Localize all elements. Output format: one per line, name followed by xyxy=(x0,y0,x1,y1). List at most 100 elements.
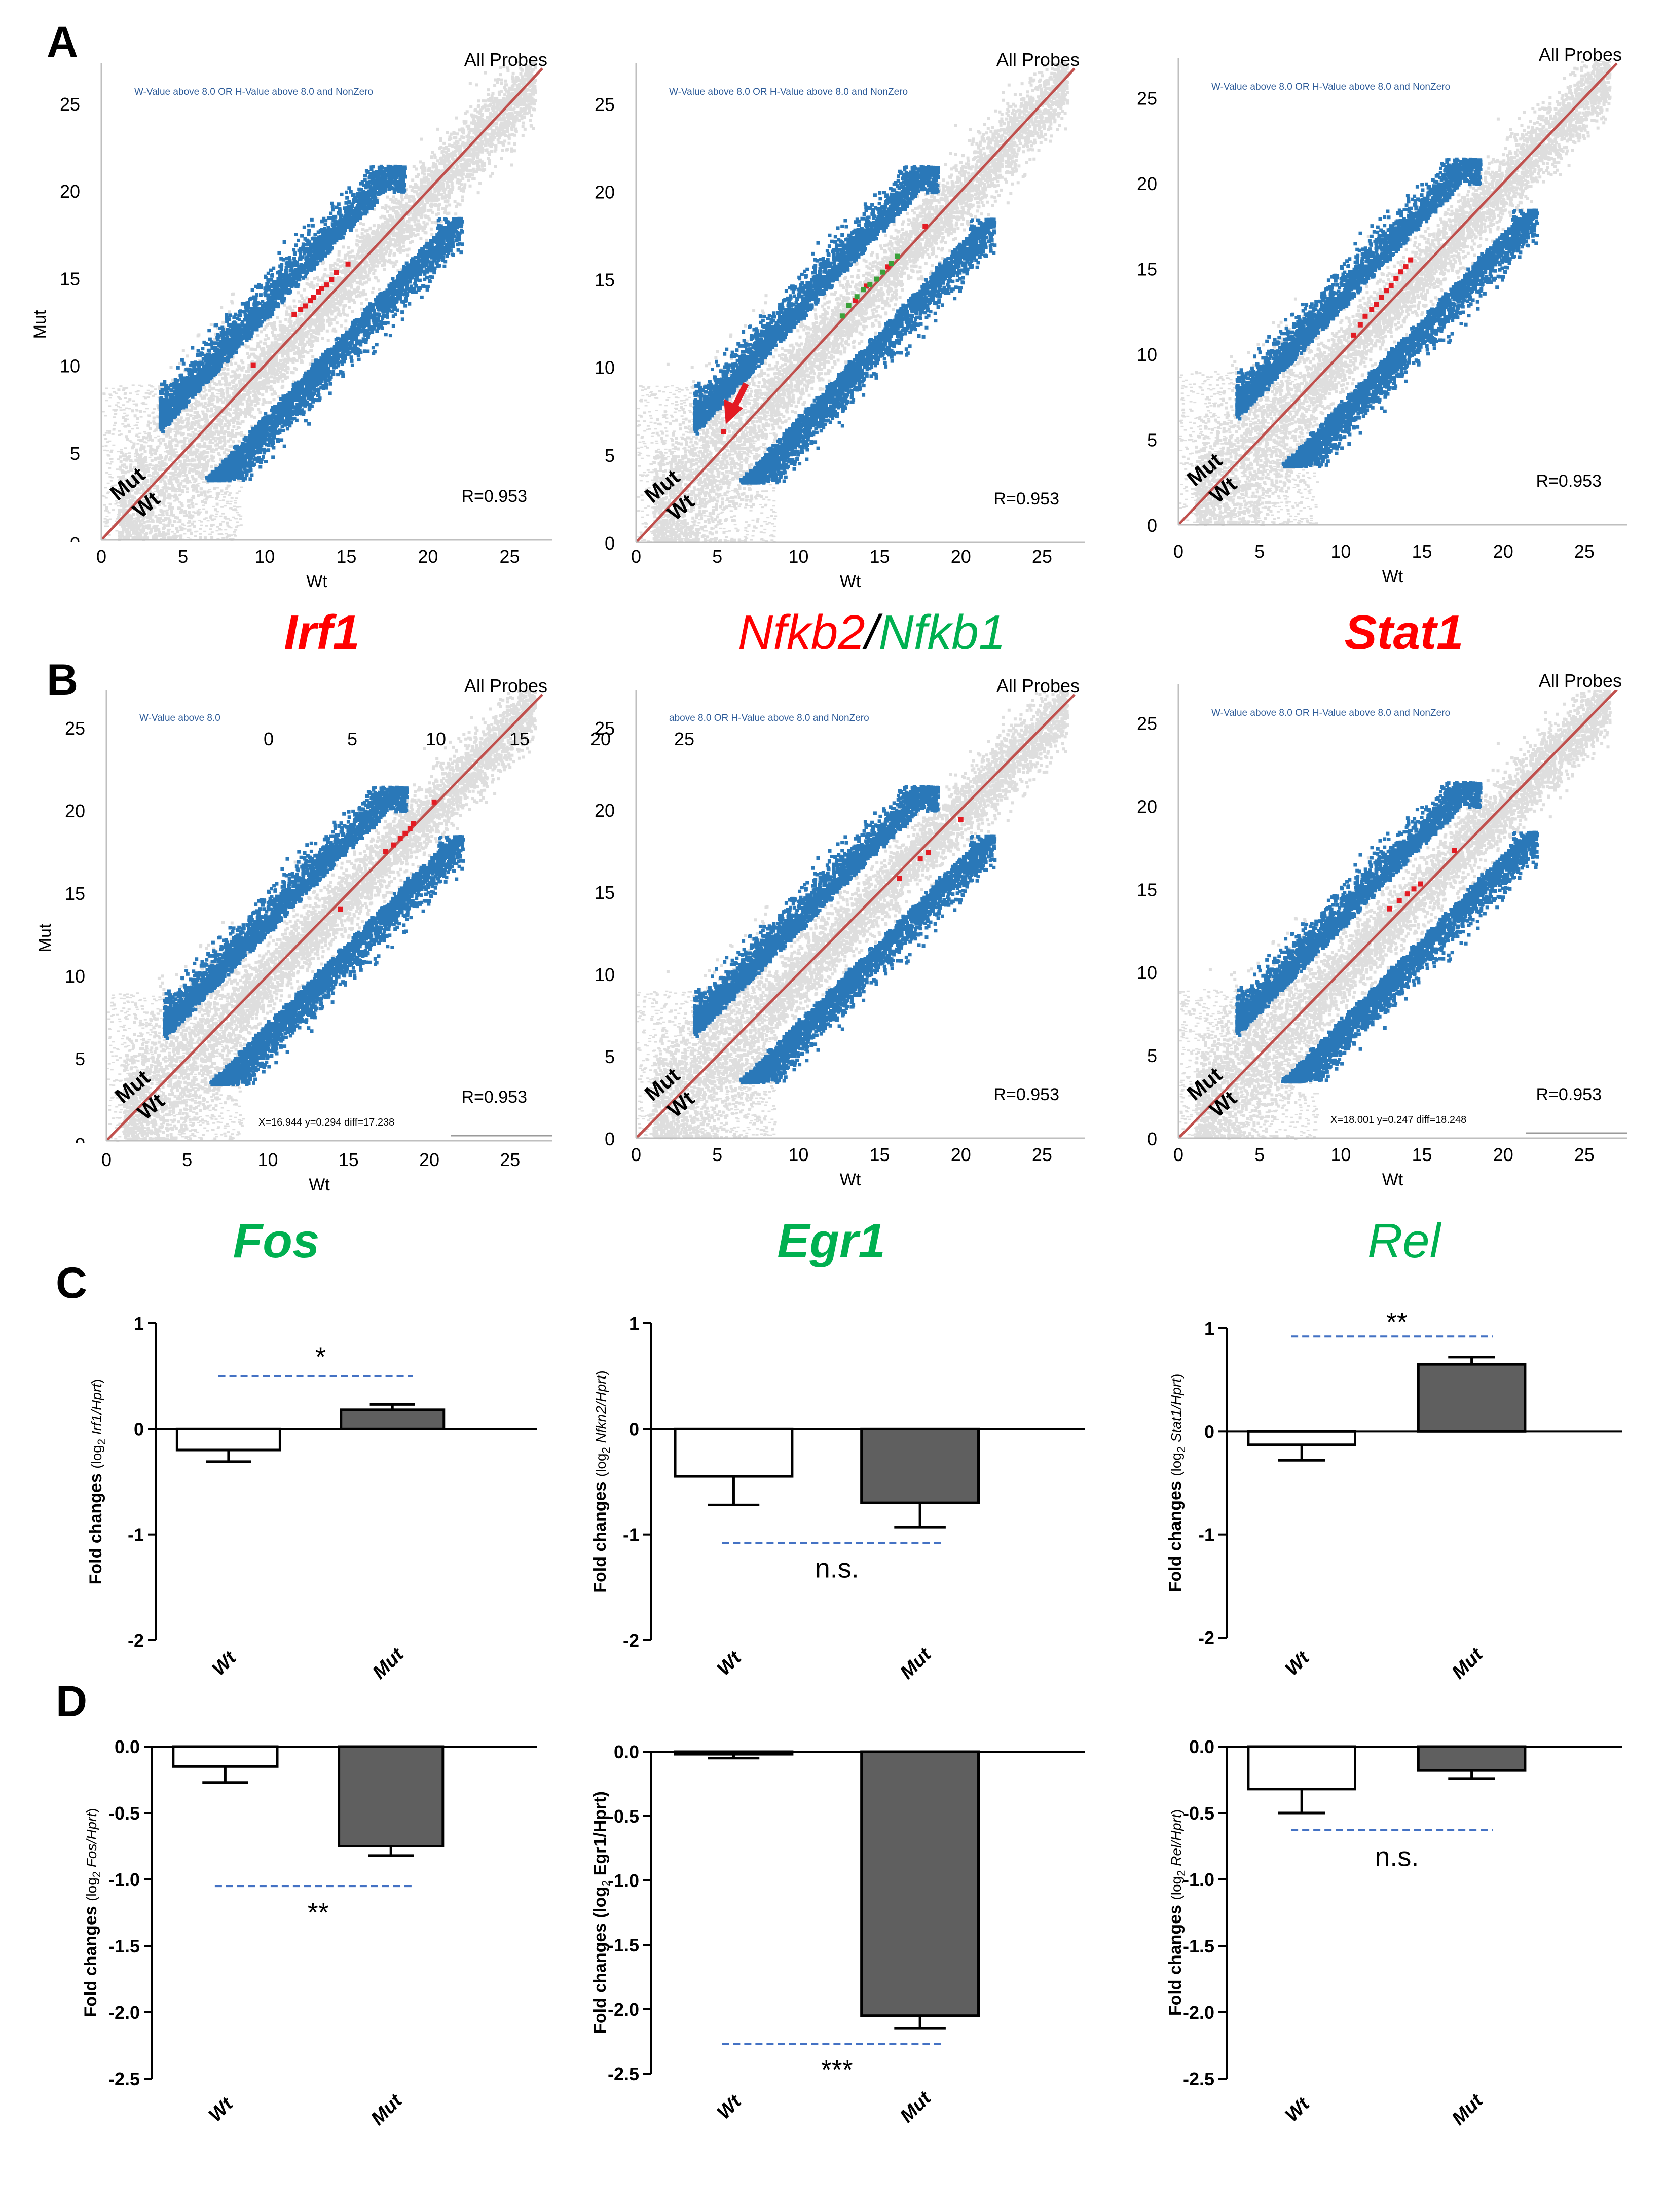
significance-label: ** xyxy=(308,1898,329,1928)
highlight-point xyxy=(1408,257,1414,263)
panel-label-c: C xyxy=(56,1259,87,1308)
x-tick-label: 25 xyxy=(1574,1144,1595,1165)
x-tick-label: 0 xyxy=(1173,1144,1183,1165)
secondary-highlight-point xyxy=(888,261,894,266)
y-tick-label: 25 xyxy=(595,718,615,739)
y-tick-label: -0.5 xyxy=(108,1803,140,1824)
y-tick-label: -1.0 xyxy=(108,1869,140,1890)
y-tick-label: 0 xyxy=(1147,1129,1157,1149)
y-tick-label: -2.5 xyxy=(1183,2069,1214,2089)
x-tick-label: 20 xyxy=(951,1144,971,1165)
bar-mut xyxy=(1417,1363,1527,1433)
highlight-point xyxy=(431,799,437,805)
scatter-plot-area xyxy=(1178,690,1618,1140)
y-tick-label: -1 xyxy=(1198,1525,1214,1545)
highlight-point xyxy=(1351,332,1356,338)
y-tick-label: 15 xyxy=(595,882,615,903)
y-tick-label: 5 xyxy=(70,443,80,464)
background-probe-points xyxy=(636,61,1069,542)
y-tick-label: -2 xyxy=(1198,1627,1214,1648)
y-axis-title-part: 2 xyxy=(600,1447,612,1453)
highlight-point xyxy=(303,303,308,309)
highlight-point xyxy=(298,307,304,312)
inset-tick-label: 25 xyxy=(674,729,694,749)
y-axis-title-part: (log xyxy=(89,1445,104,1469)
bar-mut xyxy=(338,1745,445,1847)
bar-wt xyxy=(674,1427,794,1478)
y-tick-label: 5 xyxy=(1147,1045,1157,1066)
highlight-point xyxy=(407,826,413,831)
r-value: R=0.953 xyxy=(462,487,528,506)
y-tick-label: -2.0 xyxy=(608,1999,639,2020)
x-tick-label: 15 xyxy=(336,546,356,567)
x-tick-label: 10 xyxy=(1330,1144,1351,1165)
y-tick-label: 1 xyxy=(1204,1318,1214,1339)
highlight-point xyxy=(324,282,329,288)
y-tick-label: 1 xyxy=(134,1313,144,1334)
secondary-highlight-point xyxy=(854,294,860,300)
secondary-highlight-point xyxy=(846,303,852,308)
background-probe-points xyxy=(1178,61,1612,526)
scatter-chart-a-0: 0 5 10 15 20 25 ᴖ 5 10 15 20 25 Wt Mut W-Value above 8… xyxy=(30,49,552,660)
y-tick-label: -1 xyxy=(128,1525,144,1545)
scatter-chart-a-2: 0 5 10 15 20 25 0 5 10 15 20 25 Wt W-Value above 8.0 … xyxy=(1137,44,1627,660)
y-tick-label: 10 xyxy=(1137,344,1157,365)
y-tick-label: 5 xyxy=(605,445,615,466)
r-value: R=0.953 xyxy=(1536,472,1602,491)
x-tick-label: 10 xyxy=(257,1149,278,1170)
significance-label: * xyxy=(315,1342,326,1372)
arrow-head xyxy=(724,398,743,424)
y-tick-label: 0 xyxy=(605,533,615,554)
gene-caption-part: Nfkb1 xyxy=(878,605,1006,660)
x-tick-label: 20 xyxy=(419,1149,439,1170)
background-probe-points xyxy=(106,690,537,1142)
y-tick-label: -2.0 xyxy=(1183,2002,1214,2023)
background-probe-points xyxy=(636,690,1069,1140)
y-tick-label: -1.0 xyxy=(1183,1869,1214,1890)
scatter-plot-area xyxy=(106,690,543,1142)
y-tick-label: -2.5 xyxy=(108,2069,140,2089)
y-axis-title-part: (log xyxy=(84,1877,99,1901)
y-tick-label: 0.0 xyxy=(115,1736,140,1757)
highlight-point xyxy=(1452,848,1457,853)
bar-chart-c-2: 1 0 -1 -2 Wt Mut ** Fold changes (log2 Stat1/Hp… xyxy=(1166,1307,1622,1683)
x-tick-label: 15 xyxy=(870,546,890,567)
category-label: Wt xyxy=(208,1647,241,1680)
secondary-highlight-point xyxy=(880,269,885,275)
scatter-plot-area xyxy=(1178,61,1618,526)
y-axis-title: Fold changes (log2 Rel/Hprt) xyxy=(1166,1809,1188,2016)
y-axis-title-part: ) xyxy=(590,1791,610,1797)
bar-wt xyxy=(1247,1745,1356,1791)
x-tick-label: 10 xyxy=(254,546,275,567)
highlight-point xyxy=(319,286,324,291)
y-tick-label: ᴖ xyxy=(75,1131,85,1152)
y-axis-title: Mut xyxy=(30,310,50,339)
y-tick-label: -1.5 xyxy=(108,1936,140,1956)
x-tick-label: 25 xyxy=(1032,546,1052,567)
y-tick-label: 0 xyxy=(1147,515,1157,536)
y-axis-title-part: Fold changes xyxy=(81,1901,100,2017)
bar-wt xyxy=(175,1427,281,1452)
inset-tick-label: 10 xyxy=(426,729,446,749)
y-tick-label: 0.0 xyxy=(614,1742,639,1762)
x-tick-label: 10 xyxy=(788,1144,808,1165)
highlight-point xyxy=(926,850,931,855)
y-tick-label: 0 xyxy=(605,1129,615,1149)
x-tick-label: 20 xyxy=(418,546,438,567)
gene-caption: Nfkb2/Nfkb1 xyxy=(738,605,1006,660)
y-axis-title-part: 2 xyxy=(600,1880,612,1887)
y-axis-title-part: 2 xyxy=(1175,1870,1188,1876)
gene-caption-part: Nfkb2 xyxy=(738,605,865,660)
highlight-point xyxy=(397,836,403,841)
y-tick-label: 15 xyxy=(60,268,80,289)
highlight-point xyxy=(338,906,343,912)
highlight-point xyxy=(1362,313,1368,319)
r-value: R=0.953 xyxy=(1536,1085,1602,1104)
x-tick-label: 10 xyxy=(788,546,808,567)
gene-caption: Irf1 xyxy=(284,605,359,660)
scatter-chart-a-1: 0 5 10 15 20 25 0 5 10 15 20 25 Wt W-Value above 8.0 … xyxy=(595,49,1085,660)
highlight-point xyxy=(1379,295,1384,300)
highlight-point xyxy=(864,283,869,289)
